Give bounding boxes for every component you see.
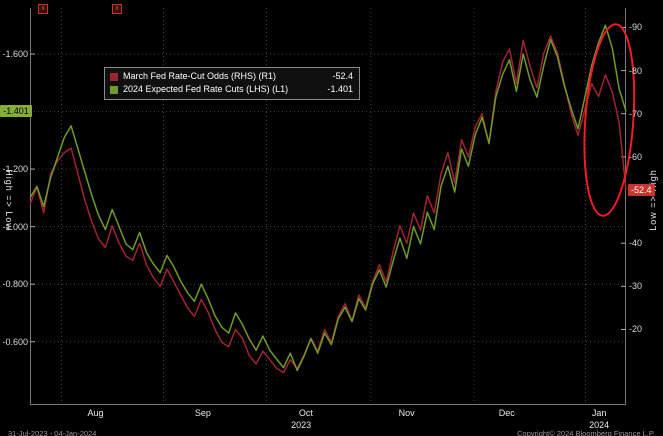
left-axis-tick-label: -1.000 <box>2 221 28 232</box>
series-swatch-red-icon <box>110 72 118 81</box>
right-axis-tick-label: -40 <box>629 238 643 249</box>
legend-label: March Fed Rate-Cut Odds (RHS) (R1) <box>123 71 277 81</box>
right-axis-tick-label: -60 <box>629 151 643 162</box>
x-axis-year-label: 2024 <box>589 420 610 430</box>
chart-legend[interactable]: March Fed Rate-Cut Odds (RHS) (R1) -52.4… <box>104 67 360 100</box>
legend-value: -52.4 <box>332 71 353 81</box>
highlight-ellipse-annotation[interactable] <box>579 23 640 218</box>
left-axis-tick-label: -1.600 <box>2 49 28 60</box>
right-axis-tick-label: -90 <box>629 22 643 33</box>
x-axis-month-label: Aug <box>87 408 104 418</box>
series-swatch-green-icon <box>110 85 118 94</box>
left-axis-tick-label: -1.200 <box>2 164 28 175</box>
left-axis-current-value-badge: -1.401 <box>0 105 32 118</box>
series-line-green <box>29 24 627 372</box>
plot-area[interactable] <box>29 8 636 405</box>
right-axis-tick-label: -20 <box>629 324 643 335</box>
footer-date-range: 31-Jul-2023 - 04-Jan-2024 <box>8 429 97 436</box>
right-axis-title: Low => High <box>648 169 658 231</box>
annotation-handle-icon[interactable]: x <box>38 4 48 14</box>
right-axis-tick-label: -30 <box>629 281 643 292</box>
legend-label: 2024 Expected Fed Rate Cuts (LHS) (L1) <box>123 84 289 94</box>
chart-footer: 31-Jul-2023 - 04-Jan-2024 Copyright© 202… <box>0 429 663 436</box>
legend-item[interactable]: March Fed Rate-Cut Odds (RHS) (R1) -52.4 <box>110 70 353 83</box>
legend-item[interactable]: 2024 Expected Fed Rate Cuts (LHS) (L1) -… <box>110 83 353 96</box>
legend-value: -1.401 <box>327 84 353 94</box>
left-axis-tick-label: -0.800 <box>2 279 28 290</box>
right-axis-current-value-badge: -52.4 <box>628 183 655 196</box>
x-axis-month-label: Nov <box>398 408 415 418</box>
footer-copyright: Copyright© 2024 Bloomberg Finance L.P. <box>517 429 655 436</box>
annotation-handle-icon[interactable]: x <box>112 4 122 14</box>
x-axis-month-label: Oct <box>298 408 313 418</box>
x-axis-year-label: 2023 <box>291 420 312 430</box>
right-axis-tick-label: -70 <box>629 108 643 119</box>
x-axis-month-label: Jan <box>591 408 607 418</box>
x-axis-month-label: Sep <box>194 408 211 418</box>
right-axis-tick-label: -80 <box>629 65 643 76</box>
series-line-red <box>29 35 627 374</box>
x-axis-month-label: Dec <box>498 408 515 418</box>
left-axis-tick-label: -0.600 <box>2 336 28 347</box>
